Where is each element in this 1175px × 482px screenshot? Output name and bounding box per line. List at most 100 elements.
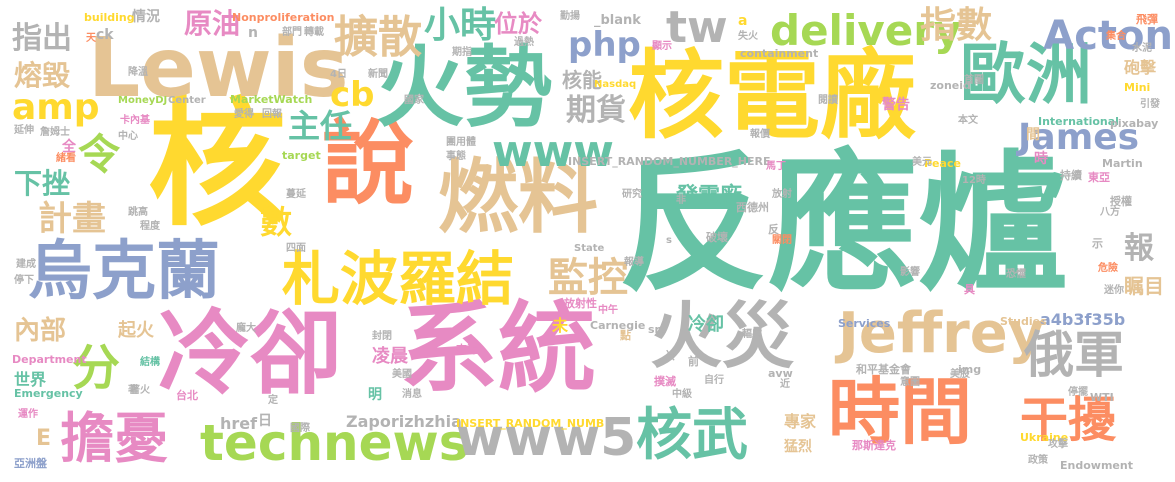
word: Peace — [924, 157, 961, 170]
word: 持續 — [1060, 169, 1082, 182]
word: 期指 — [452, 47, 472, 58]
word: www5 — [456, 408, 637, 468]
word: 火災 — [650, 294, 795, 378]
word: 中級 — [672, 389, 692, 400]
word: Lewis — [88, 21, 349, 116]
word: 發電廠 — [676, 184, 743, 209]
word: www — [492, 126, 614, 177]
word: 馬丁 — [766, 161, 786, 172]
word: 報 — [1124, 231, 1154, 266]
word: 時 — [1034, 151, 1048, 167]
word: 報價 — [750, 129, 770, 140]
word: 回報 — [262, 109, 282, 120]
word: 數 — [260, 203, 293, 241]
word: Services — [838, 317, 891, 330]
word: a — [738, 13, 748, 29]
word: 冷卻 — [688, 314, 724, 335]
word: 台北 — [176, 389, 198, 402]
word: 砲擊 — [1124, 58, 1157, 77]
word: 計畫 — [38, 199, 106, 239]
word: 指數 — [920, 5, 993, 46]
word: 非 — [676, 195, 686, 206]
word: 集合 — [1106, 31, 1126, 42]
word: 攻擊 — [1048, 439, 1068, 450]
word: 研究 — [622, 189, 642, 200]
word: 首圖 — [964, 75, 984, 86]
word: 美元 — [912, 157, 932, 168]
word: 國家 — [404, 95, 424, 106]
word: Mini — [1124, 81, 1151, 94]
word: 反 — [768, 223, 779, 236]
word: 核武 — [636, 403, 748, 468]
word: 緒看 — [56, 153, 76, 164]
word: cb — [330, 75, 375, 115]
word: 核能 — [562, 68, 602, 92]
word: 亞洲盤 — [14, 457, 47, 470]
word: 期貨 — [566, 93, 626, 128]
word: 凌晨 — [372, 346, 408, 367]
word: 程度 — [140, 221, 160, 232]
word: 內部 — [14, 316, 67, 346]
word: 跳高 — [128, 207, 148, 218]
word: 12時 — [962, 175, 986, 186]
word: 近 — [780, 379, 790, 390]
word: 撲滅 — [654, 375, 676, 388]
word: INSERT_RANDOM_NUMBER_HERE — [568, 155, 771, 168]
word: s — [666, 235, 672, 246]
word: State — [574, 243, 605, 254]
word: 分 — [72, 340, 121, 396]
word: 位於 — [494, 10, 542, 38]
word: 指出 — [12, 21, 72, 56]
word: Ukraine — [1020, 431, 1069, 444]
word: 烏克蘭 — [28, 235, 220, 309]
word: 時間 — [828, 370, 973, 454]
word: Endowment — [1060, 459, 1133, 472]
word: 龐大 — [236, 323, 256, 334]
word: zoneid — [930, 79, 971, 92]
word: Carnegie — [590, 319, 646, 332]
word: 卡內基 — [120, 115, 150, 126]
word: 主任 — [288, 107, 353, 145]
word: 來源 — [456, 343, 478, 356]
word: 事態 — [446, 151, 466, 162]
word: 熔毀 — [14, 59, 71, 92]
word: 冷卻 — [158, 300, 343, 407]
word: Department — [12, 353, 87, 366]
word: 水泥 — [1132, 43, 1152, 54]
word: 新聞 — [368, 69, 388, 80]
word: 愛得 — [234, 109, 254, 120]
word: 四面 — [286, 243, 306, 254]
word: _blank — [594, 13, 641, 28]
word: 燃料 — [438, 151, 598, 244]
word: 起火 — [118, 320, 154, 341]
word: 札波羅結 — [282, 245, 515, 313]
word: 蔓延 — [286, 189, 306, 200]
word: 延伸 — [14, 125, 34, 136]
word: 天 — [86, 33, 96, 44]
word: 示 — [1092, 237, 1103, 250]
word: technews — [200, 414, 469, 472]
word: Jeffrey — [838, 301, 1045, 366]
word: 關閉 — [772, 235, 792, 246]
word: 瞩目 — [1124, 274, 1164, 298]
word: 意圖 — [900, 377, 920, 388]
word: 未 — [552, 316, 569, 335]
word: 全 — [62, 139, 76, 155]
word: ck — [96, 27, 114, 43]
word: 和平基金會 — [856, 363, 911, 376]
word: 結構 — [140, 357, 160, 368]
word: 警告 — [882, 97, 910, 113]
word: 明 — [368, 387, 382, 403]
word: 詹姆士 — [40, 127, 70, 138]
word: 顯示 — [652, 41, 672, 52]
word: target — [282, 149, 321, 162]
word: 報導 — [624, 257, 644, 268]
word: 美國 — [392, 369, 412, 380]
word: 系統 — [400, 292, 597, 406]
word: 八方 — [1100, 207, 1120, 218]
word: 迷你 — [1104, 285, 1124, 296]
word: 失火 — [738, 31, 758, 42]
word: WTI — [1090, 391, 1114, 404]
word: 西德州 — [736, 201, 769, 214]
